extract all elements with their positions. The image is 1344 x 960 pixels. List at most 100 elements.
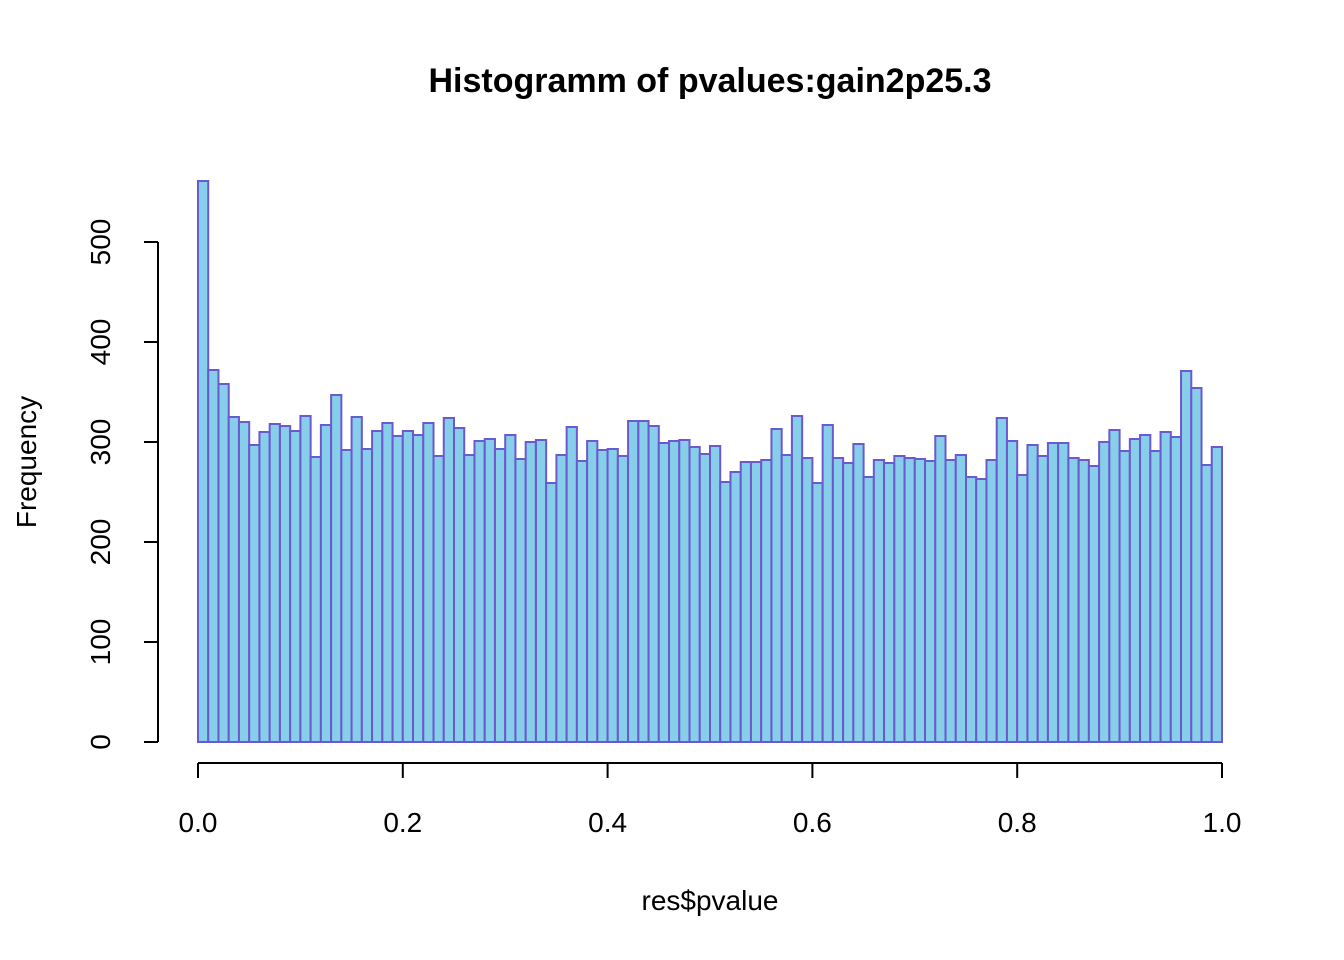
histogram-bar: [749, 461, 763, 743]
histogram-bar: [934, 435, 947, 743]
y-tick-label: 0: [85, 734, 116, 750]
histogram-bar: [391, 435, 404, 743]
histogram-bar: [893, 455, 906, 743]
histogram-bar: [565, 426, 578, 743]
histogram-bar: [760, 459, 773, 743]
bars-group: [197, 180, 1224, 743]
histogram-bar: [985, 459, 998, 743]
histogram-bar: [207, 369, 220, 743]
y-tick-label: 400: [85, 319, 116, 366]
histogram-bar: [719, 481, 732, 743]
histogram-bar: [862, 476, 875, 743]
histogram-bar: [811, 482, 824, 743]
histogram-bar: [309, 456, 322, 743]
histogram-bar: [412, 434, 425, 743]
histogram-bar: [442, 417, 456, 743]
histogram-bar: [790, 415, 804, 743]
histogram-bar: [1128, 438, 1142, 743]
histogram-bar: [739, 461, 752, 743]
x-tick-label: 0.2: [383, 807, 422, 838]
histogram-bar: [463, 454, 476, 743]
histogram-bar: [975, 478, 988, 743]
histogram-bar: [657, 442, 671, 743]
histogram-bar: [1005, 440, 1019, 743]
histogram-bar: [596, 449, 609, 743]
histogram-bar: [1057, 442, 1070, 743]
histogram-bar: [1139, 434, 1152, 743]
histogram-bar: [709, 445, 722, 743]
histogram-bar: [360, 448, 374, 743]
histogram-bar: [965, 476, 978, 743]
histogram-bar: [432, 455, 445, 743]
histogram-bar: [801, 457, 814, 743]
histogram-bar: [1077, 459, 1090, 743]
histogram-bar: [821, 424, 834, 743]
histogram-bar: [473, 440, 486, 743]
histogram-bar: [545, 482, 558, 743]
histogram-bar: [237, 421, 251, 743]
x-tick-label: 1.0: [1203, 807, 1242, 838]
histogram-bar: [330, 394, 343, 743]
histogram-bar: [371, 430, 384, 743]
histogram-bar: [1108, 429, 1121, 743]
x-tick-label: 0.0: [179, 807, 218, 838]
histogram-bar: [248, 444, 261, 743]
histogram-bar: [606, 448, 619, 743]
histogram-bar: [555, 454, 568, 743]
histogram-bar: [1016, 474, 1029, 743]
histogram-bar: [903, 457, 916, 743]
histogram-bar: [647, 425, 660, 743]
histogram-bar: [780, 454, 793, 743]
histogram-bar: [534, 439, 548, 743]
histogram-bar: [1098, 441, 1111, 743]
histogram-bar: [268, 423, 281, 743]
x-axis-label: res$pvalue: [642, 885, 779, 916]
histogram-bar: [1159, 431, 1172, 743]
histogram-bar: [381, 422, 394, 743]
histogram-bar: [453, 427, 466, 743]
y-tick-label: 300: [85, 419, 116, 466]
histogram-bar: [1067, 457, 1080, 743]
histogram-bar: [586, 440, 599, 743]
histogram-bar: [616, 455, 630, 743]
histogram-bar: [913, 458, 927, 743]
histogram-bar: [1210, 446, 1224, 743]
y-axis-label: Frequency: [11, 396, 42, 528]
histogram-bar: [278, 425, 292, 743]
histogram-bar: [1200, 464, 1213, 743]
histogram-bar: [770, 428, 783, 743]
histogram-bar: [698, 453, 712, 743]
y-tick-label: 200: [85, 519, 116, 566]
x-tick-label: 0.8: [998, 807, 1037, 838]
histogram-bar: [1149, 450, 1162, 743]
histogram-bar: [852, 443, 865, 743]
histogram-bar: [678, 439, 691, 743]
histogram-bar: [883, 462, 896, 743]
histogram-bar: [668, 440, 681, 743]
histogram-bar: [258, 431, 271, 743]
histogram-bar: [227, 416, 240, 743]
histogram-bar: [350, 416, 363, 743]
histogram-bar: [1180, 370, 1193, 743]
x-tick-label: 0.4: [588, 807, 627, 838]
histogram-bar: [289, 430, 302, 743]
histogram-bar: [688, 446, 701, 743]
x-tick-label: 0.6: [793, 807, 832, 838]
histogram-bar: [197, 180, 210, 743]
histogram-bar: [924, 460, 937, 743]
histogram-bar: [995, 417, 1008, 743]
histogram-bar: [1169, 436, 1183, 743]
histogram-bar: [217, 383, 230, 743]
histogram-bar: [1087, 465, 1101, 743]
histogram-bar: [493, 448, 507, 743]
histogram-bar: [514, 458, 527, 743]
histogram-bar: [842, 462, 855, 743]
chart-title: Histogramm of pvalues:gain2p25.3: [428, 62, 991, 100]
histogram-bar: [627, 420, 640, 743]
histogram-bar: [954, 454, 968, 743]
histogram-bar: [401, 430, 415, 743]
histogram-bar: [1036, 455, 1049, 743]
histogram-bar: [340, 449, 353, 743]
histogram-bar: [831, 457, 845, 743]
